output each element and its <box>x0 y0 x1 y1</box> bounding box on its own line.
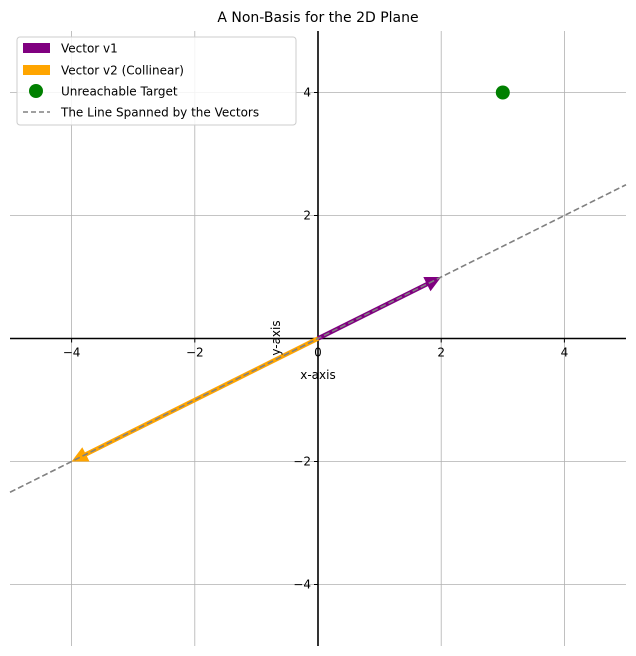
y-tick-label: 2 <box>303 209 311 223</box>
vector-v1-arrow <box>317 277 442 341</box>
legend-label-target: Unreachable Target <box>61 85 178 99</box>
tick-labels: −4 −2 0 2 4 −4 −2 2 4 <box>63 86 568 592</box>
legend-label-v1: Vector v1 <box>61 42 118 56</box>
x-tick-label: 4 <box>561 346 569 360</box>
legend: Vector v1 Vector v2 (Collinear) Unreacha… <box>16 36 297 126</box>
y-axis-title: y-axis <box>269 320 283 355</box>
legend-swatch-v1 <box>23 43 50 53</box>
y-tick-label: −2 <box>293 455 311 469</box>
legend-marker-target <box>29 84 43 98</box>
legend-label-v2: Vector v2 (Collinear) <box>61 64 184 78</box>
x-axis-title: x-axis <box>300 368 335 382</box>
x-tick-label: −4 <box>63 346 81 360</box>
x-tick-label: −2 <box>186 346 204 360</box>
span-line <box>9 184 627 493</box>
y-tick-label: −4 <box>293 578 311 592</box>
x-tick-label: 2 <box>437 346 445 360</box>
legend-label-span: The Line Spanned by the Vectors <box>60 106 259 120</box>
chart-title: A Non-Basis for the 2D Plane <box>217 10 418 26</box>
unreachable-target-point <box>495 85 510 100</box>
y-tick-label: 4 <box>303 86 311 100</box>
legend-swatch-v2 <box>23 65 50 75</box>
chart-marks <box>9 85 627 493</box>
legend-box <box>16 36 297 126</box>
x-tick-label: 0 <box>314 346 322 360</box>
